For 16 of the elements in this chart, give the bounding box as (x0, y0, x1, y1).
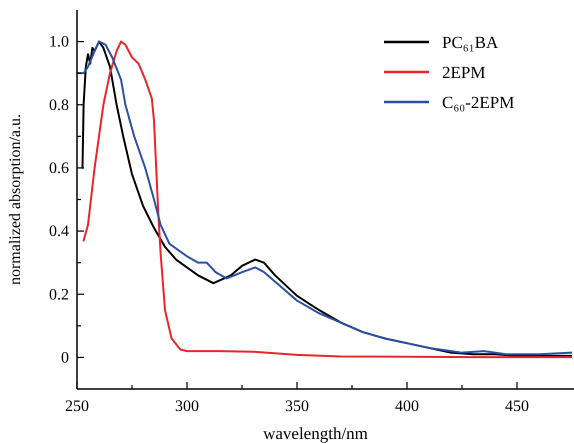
x-tick-label: 350 (285, 398, 309, 415)
y-tick-label: 0.4 (49, 223, 69, 240)
x-tick-label: 250 (65, 398, 89, 415)
y-tick-label: 0.6 (49, 160, 69, 177)
y-tick-label: 1.0 (49, 34, 69, 51)
y-tick-label: 0.2 (49, 286, 69, 304)
legend-label: 2EPM (442, 63, 486, 82)
legend-label: PC₆₁BA (442, 33, 499, 52)
x-axis-title: wavelength/nm (263, 424, 368, 443)
x-tick-label: 450 (505, 398, 529, 415)
legend-label: C₆₀-2EPM (442, 93, 514, 112)
x-tick-label: 300 (175, 398, 199, 415)
y-axis-title: normalized absorption/a.u. (7, 114, 24, 286)
x-tick-label: 400 (395, 398, 419, 415)
y-tick-label: 0.8 (49, 96, 69, 114)
y-tick-label: 0 (61, 349, 69, 366)
